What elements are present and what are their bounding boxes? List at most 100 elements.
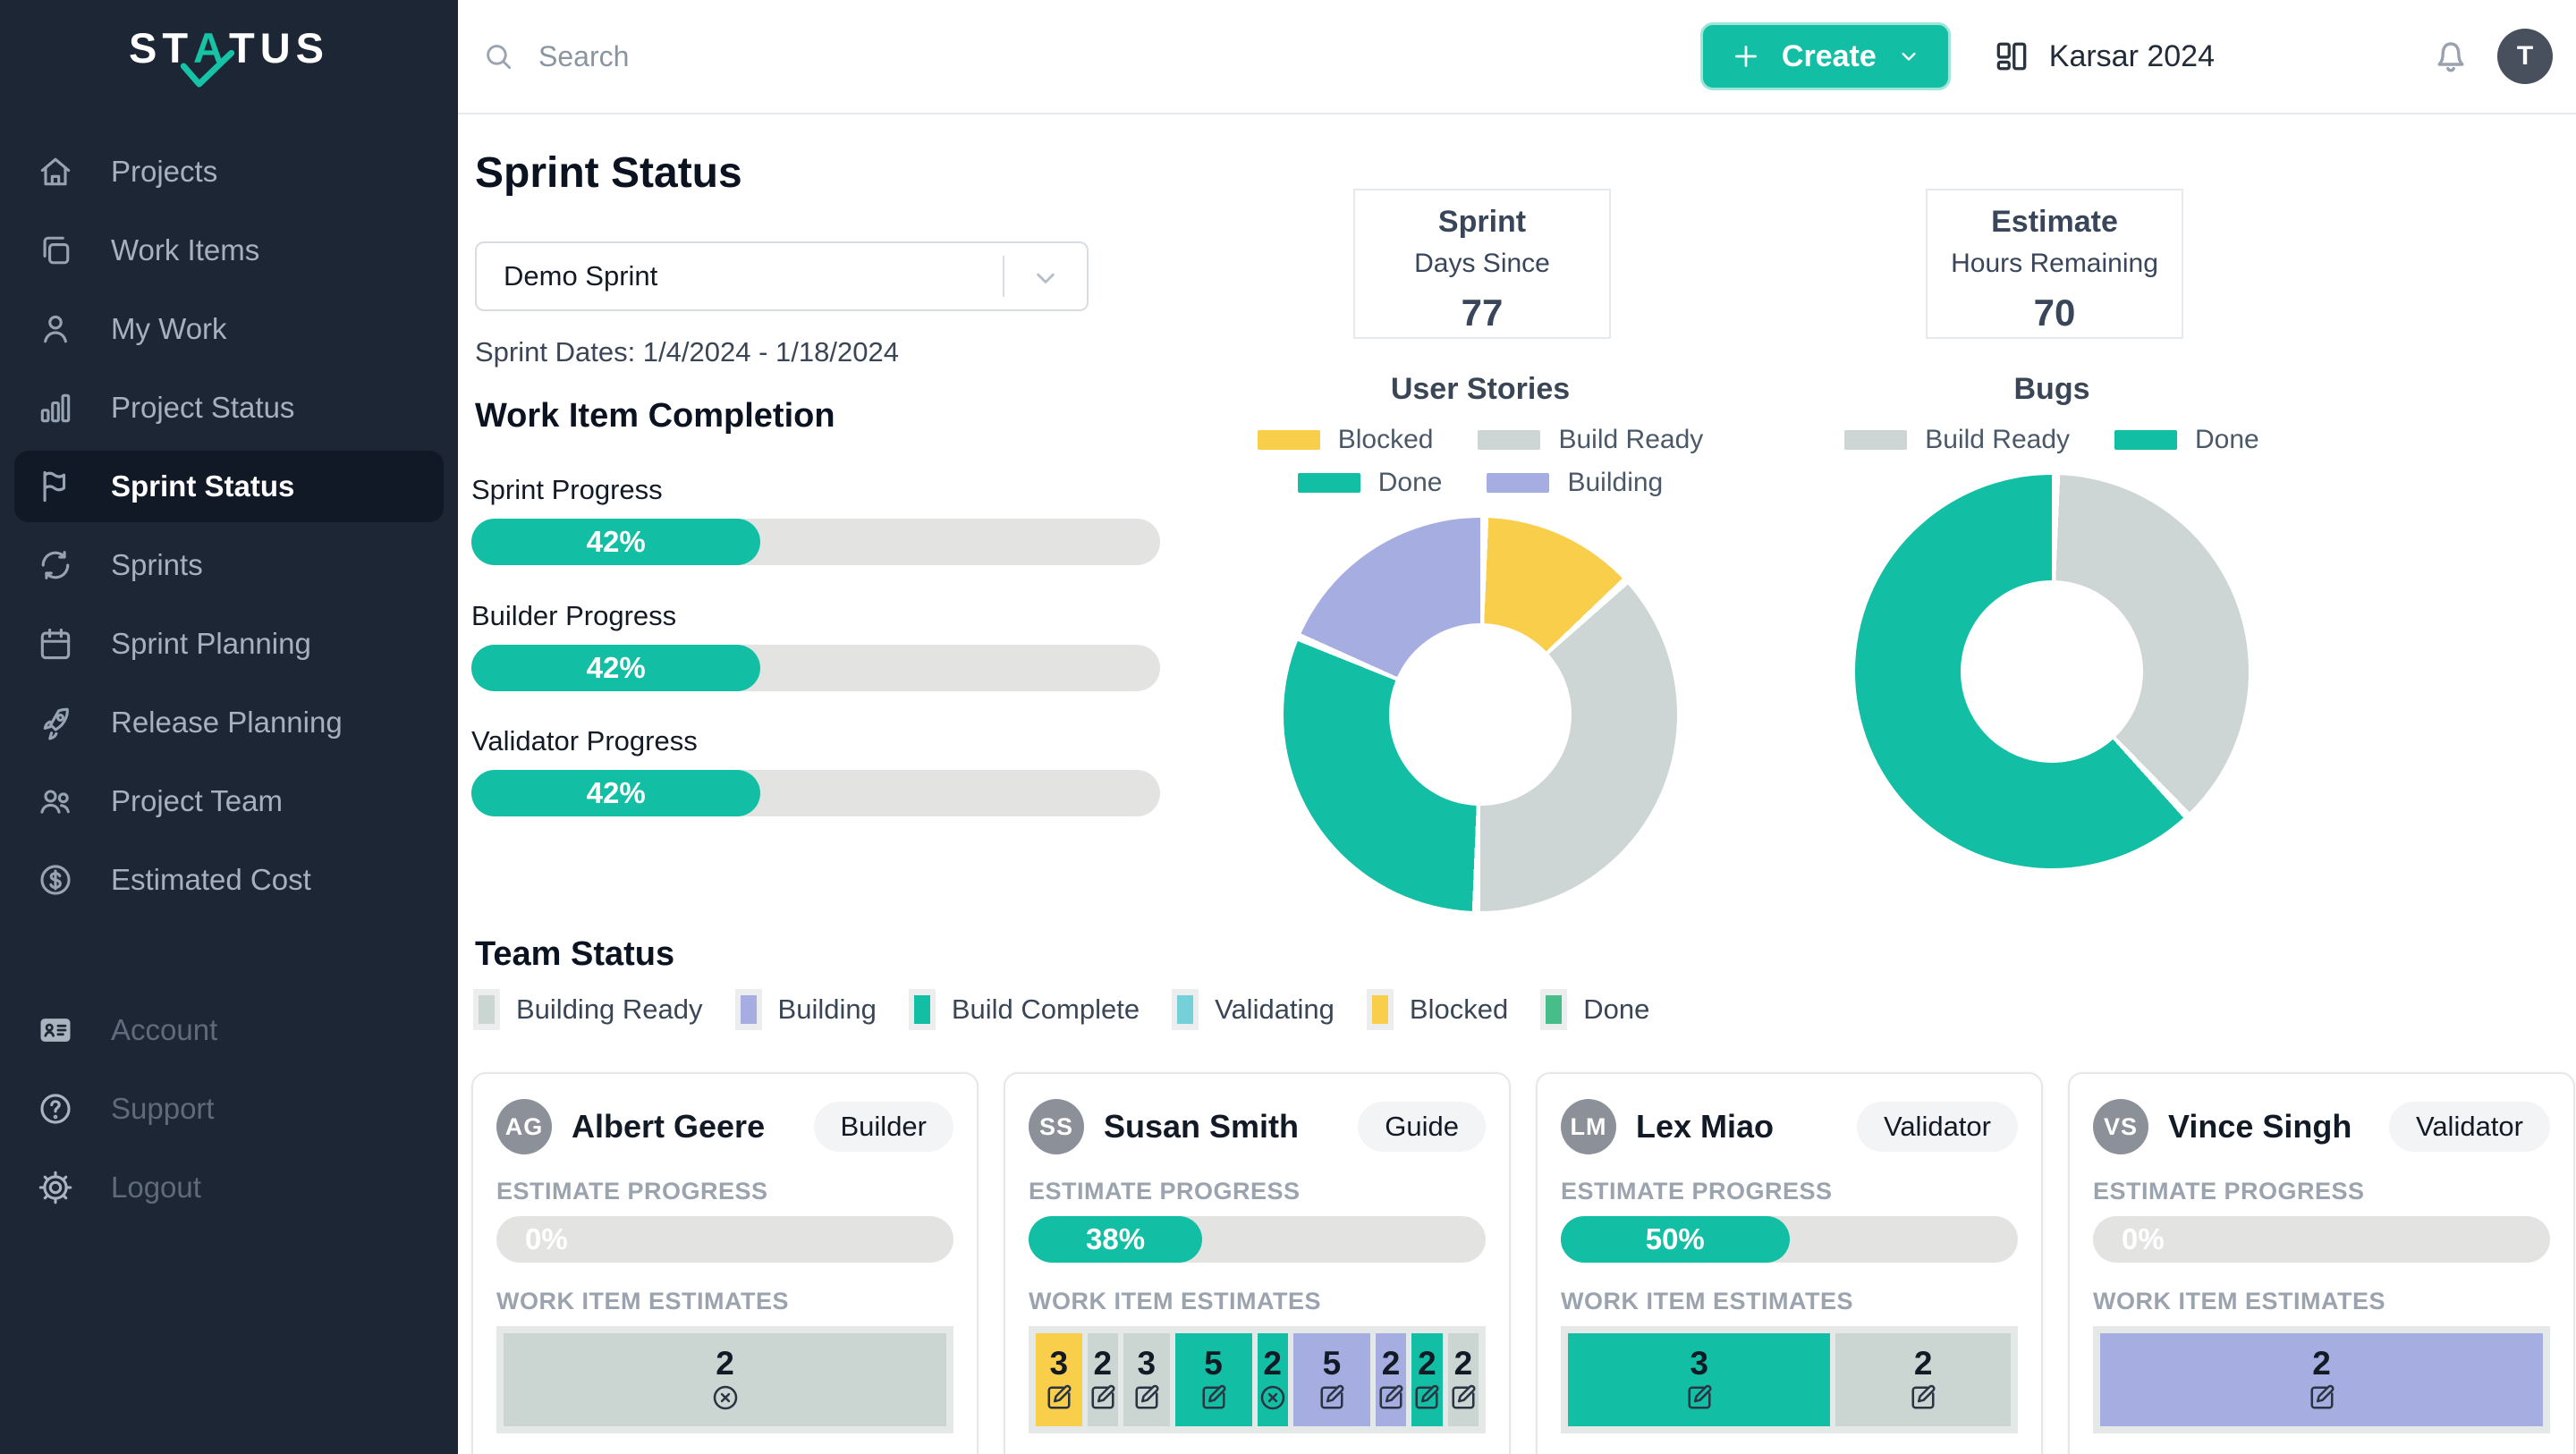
legend-item-build-ready: Build Ready xyxy=(1844,425,2070,455)
legend-swatch xyxy=(1257,430,1320,450)
legend-label: Building xyxy=(777,993,877,1025)
notifications-bell-icon[interactable] xyxy=(2429,35,2472,78)
help-icon xyxy=(36,1089,75,1129)
edit-icon[interactable] xyxy=(1316,1382,1348,1414)
estimate-progress-fill: 50% xyxy=(1561,1216,1790,1263)
edit-icon[interactable] xyxy=(1411,1382,1443,1414)
work-item-details-label: WORK ITEM DETAILS xyxy=(1029,1450,1285,1454)
sidebar-item-sprint-planning[interactable]: Sprint Planning xyxy=(14,608,444,680)
estimate-progress-bar: 0% xyxy=(2093,1216,2550,1263)
donut-chart-bugs: Bugs Build Ready Done xyxy=(1801,372,2302,868)
legend-label: Done xyxy=(1377,468,1443,497)
sidebar-item-logout[interactable]: Logout xyxy=(14,1152,444,1223)
stat-subtitle: Days Since xyxy=(1414,249,1550,278)
estimate-value: 5 xyxy=(1322,1344,1342,1382)
estimate-value: 3 xyxy=(1049,1344,1069,1382)
legend-label: Done xyxy=(2195,425,2259,454)
sidebar-item-release-planning[interactable]: Release Planning xyxy=(14,687,444,758)
create-button[interactable]: Create xyxy=(1699,22,1951,90)
work-item-details-row: WORK ITEM DETAILS xyxy=(2093,1450,2550,1454)
card-header: LM Lex Miao Validator xyxy=(1561,1099,2018,1154)
legend-swatch xyxy=(1540,989,1568,1030)
sidebar-item-work-items[interactable]: Work Items xyxy=(14,215,444,286)
legend-swatch xyxy=(1487,473,1550,493)
member-name: Susan Smith xyxy=(1104,1108,1300,1145)
team-legend-item-building: Building xyxy=(734,989,877,1030)
legend-item-building: Building xyxy=(1487,468,1663,498)
workspace-name: Karsar 2024 xyxy=(2048,38,2215,73)
workspace-switcher[interactable]: Karsar 2024 xyxy=(1992,37,2215,76)
sidebar-item-estimated-cost[interactable]: Estimated Cost xyxy=(14,844,444,916)
team-status-legend: Building Ready Building Build Complete V… xyxy=(473,989,1649,1030)
team-card-lex-miao: LM Lex Miao Validator ESTIMATE PROGRESS … xyxy=(1536,1072,2043,1454)
sidebar-item-label: Support xyxy=(111,1092,215,1125)
sidebar-item-label: Account xyxy=(111,1013,218,1046)
sidebar-item-sprint-status[interactable]: Sprint Status xyxy=(14,451,444,522)
member-name: Vince Singh xyxy=(2168,1108,2352,1145)
progress-fill: 42% xyxy=(471,770,761,816)
progress-label: Validator Progress xyxy=(471,725,698,757)
team-legend-item-blocked: Blocked xyxy=(1366,989,1508,1030)
edit-icon[interactable] xyxy=(1087,1382,1119,1414)
team-legend-item-validating: Validating xyxy=(1172,989,1335,1030)
member-name: Lex Miao xyxy=(1636,1108,1775,1145)
sprint-select[interactable]: Demo Sprint xyxy=(475,241,1089,311)
estimate-block-building: 2 xyxy=(2100,1333,2543,1426)
estimate-block-blocked: 3 xyxy=(1036,1333,1082,1426)
legend-item-done: Done xyxy=(2114,425,2259,455)
stat-card-estimate-hours: Estimate Hours Remaining 70 xyxy=(1926,189,2183,339)
work-item-details-row: WORK ITEM DETAILS xyxy=(1561,1450,2018,1454)
estimate-progress-value: 50% xyxy=(1645,1222,1705,1255)
sidebar-item-label: Work Items xyxy=(111,233,260,266)
sidebar-item-label: Estimated Cost xyxy=(111,863,311,896)
sidebar-item-support[interactable]: Support xyxy=(14,1073,444,1145)
main-content: Sprint Status Demo Sprint Sprint Dates: … xyxy=(458,114,2576,1454)
create-button-label: Create xyxy=(1781,38,1877,73)
estimate-progress-value: 0% xyxy=(2122,1222,2165,1255)
search-icon xyxy=(481,39,515,73)
sidebar-item-project-team[interactable]: Project Team xyxy=(14,765,444,837)
legend-swatch xyxy=(2114,430,2178,450)
dollar-icon xyxy=(36,860,75,900)
plus-icon xyxy=(1735,46,1757,67)
donut-chart-user-stories: User Stories Blocked Build Ready Done Bu… xyxy=(1230,372,1731,911)
edit-icon[interactable] xyxy=(1907,1382,1939,1414)
estimate-progress-label: ESTIMATE PROGRESS xyxy=(2093,1178,2365,1205)
chart-legend-row: Blocked Build Ready xyxy=(1230,425,1731,455)
cancel-icon[interactable] xyxy=(1257,1382,1289,1414)
estimate-progress-fill: 38% xyxy=(1029,1216,1203,1263)
team-card-albert-geere: AG Albert Geere Builder ESTIMATE PROGRES… xyxy=(471,1072,979,1454)
legend-item-done: Done xyxy=(1297,468,1443,498)
sidebar-item-projects[interactable]: Projects xyxy=(14,136,444,207)
edit-icon[interactable] xyxy=(1683,1382,1716,1414)
estimate-value: 2 xyxy=(2312,1344,2331,1382)
work-item-estimates: 3 2 3 5 2 5 2 2 xyxy=(1029,1326,1486,1433)
legend-item-blocked: Blocked xyxy=(1257,425,1433,455)
work-item-details-row: WORK ITEM DETAILS xyxy=(496,1450,953,1454)
work-item-estimates-label: WORK ITEM ESTIMATES xyxy=(1029,1288,1321,1315)
logo-text-left: ST xyxy=(128,24,194,72)
sidebar-item-sprints[interactable]: Sprints xyxy=(14,529,444,601)
work-item-details-label: WORK ITEM DETAILS xyxy=(496,1450,753,1454)
cancel-icon[interactable] xyxy=(709,1382,741,1414)
edit-icon[interactable] xyxy=(1447,1382,1479,1414)
search-input[interactable] xyxy=(538,39,1004,73)
calendar-icon xyxy=(36,624,75,664)
legend-swatch xyxy=(1366,989,1394,1030)
work-item-estimates: 2 xyxy=(496,1326,953,1433)
edit-icon[interactable] xyxy=(1198,1382,1230,1414)
sidebar-item-my-work[interactable]: My Work xyxy=(14,293,444,365)
edit-icon[interactable] xyxy=(1131,1382,1163,1414)
sidebar-item-project-status[interactable]: Project Status xyxy=(14,372,444,444)
user-avatar-initial: T xyxy=(2516,41,2534,71)
legend-swatch xyxy=(473,989,500,1030)
role-badge: Builder xyxy=(813,1102,953,1152)
edit-icon[interactable] xyxy=(1043,1382,1075,1414)
logo-letter-a: A xyxy=(180,23,235,88)
edit-icon[interactable] xyxy=(1375,1382,1407,1414)
user-avatar[interactable]: T xyxy=(2497,29,2553,84)
sidebar-item-account[interactable]: Account xyxy=(14,994,444,1066)
sidebar-item-label: My Work xyxy=(111,312,227,345)
edit-icon[interactable] xyxy=(2306,1382,2338,1414)
estimate-block-build_complete: 3 xyxy=(1568,1333,1831,1426)
